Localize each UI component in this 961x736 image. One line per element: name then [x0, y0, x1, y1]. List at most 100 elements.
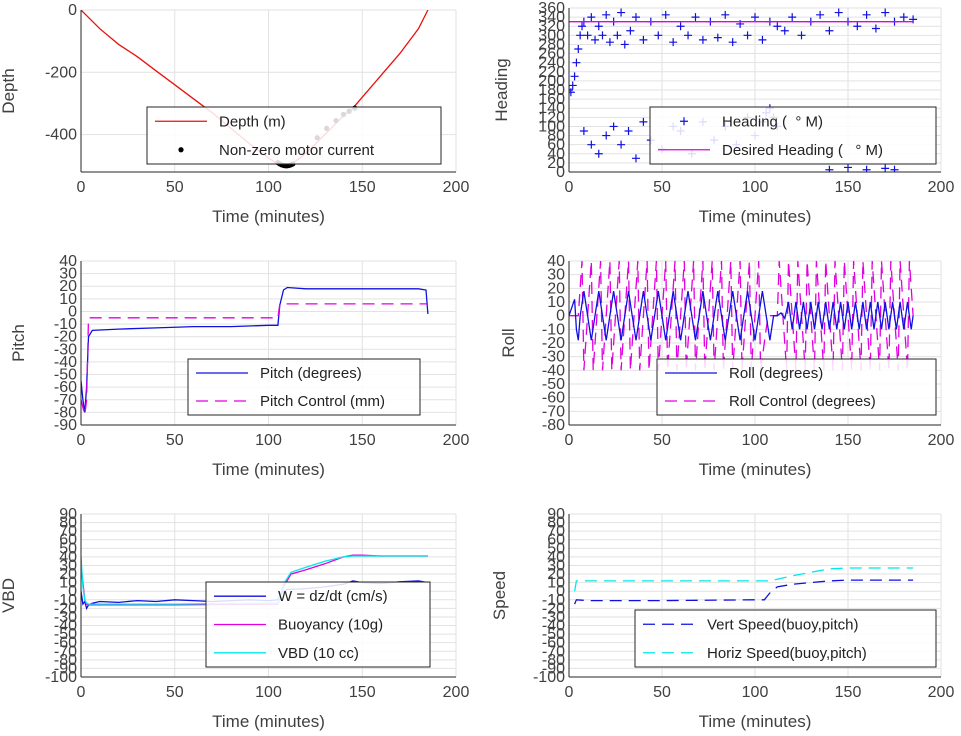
series-roll-control-degrees — [569, 261, 914, 371]
x-tick-label: 0 — [565, 432, 574, 449]
series-heading-m-point — [871, 24, 880, 33]
series-heading-m-point — [825, 165, 834, 172]
x-tick-label: 0 — [77, 179, 86, 196]
series-heading-m-point — [844, 163, 852, 172]
series-group — [81, 286, 429, 416]
x-tick-label: 50 — [653, 684, 671, 701]
legend: Roll (degrees) Roll Control (degrees) — [656, 358, 937, 416]
y-tick-label: 20 — [547, 155, 565, 172]
series-roll-degrees — [569, 291, 914, 341]
y-tick-label: 0 — [68, 303, 77, 320]
y-tick-label: 10 — [547, 294, 565, 311]
y-tick-label: -70 — [542, 643, 565, 660]
y-tick-label: 30 — [547, 267, 565, 284]
y-tick-label: -70 — [542, 403, 565, 420]
series-heading-m-point — [654, 31, 663, 40]
legend-label: Horiz Speed(buoy,pitch) — [707, 645, 867, 662]
series-heading-m-point — [816, 10, 825, 19]
legend-swatch — [680, 117, 688, 126]
series-heading-m-point — [598, 31, 607, 40]
x-tick-label: 100 — [255, 179, 282, 196]
y-axis-label: VBD — [0, 578, 18, 613]
x-tick-label: 200 — [443, 432, 470, 449]
y-tick-label: -100 — [45, 669, 77, 686]
series-heading-m-point — [631, 154, 640, 163]
y-tick-label: -10 — [542, 592, 565, 609]
y-axis-label: Roll — [499, 328, 518, 357]
series-heading-m-point — [797, 31, 806, 40]
y-axis-label: Depth — [0, 68, 18, 113]
series-heading-m-point — [853, 22, 862, 31]
x-tick-label: 50 — [166, 684, 184, 701]
y-tick-label: -10 — [54, 316, 77, 333]
series-heading-m-point — [594, 22, 603, 31]
x-axis-label: Time (minutes) — [699, 460, 812, 479]
series-heading-m-point — [569, 81, 577, 90]
x-axis-label: Time (minutes) — [212, 712, 325, 731]
y-tick-label: 0 — [556, 583, 565, 600]
y-tick-label: 80 — [59, 515, 77, 532]
y-tick-label: -80 — [542, 652, 565, 669]
series-heading-m-point — [639, 35, 648, 44]
x-tick-label: 200 — [443, 684, 470, 701]
x-axis-label: Time (minutes) — [212, 460, 325, 479]
y-tick-label: -20 — [542, 335, 565, 352]
legend-label: Depth (m) — [219, 113, 286, 130]
series-heading-m-point — [587, 13, 596, 22]
series-heading-m-point — [780, 26, 789, 35]
series-heading-m-point — [881, 8, 890, 17]
legend: Pitch (degrees) Pitch Control (mm) — [187, 358, 421, 416]
y-tick-label: 100 — [538, 118, 565, 135]
y-tick-label: 340 — [538, 9, 565, 26]
legend-box — [656, 358, 937, 416]
x-axis-label: Time (minutes) — [212, 207, 325, 226]
legend-label: Roll Control (degrees) — [729, 393, 876, 410]
y-tick-label: 80 — [547, 515, 565, 532]
y-tick-label: 90 — [547, 506, 565, 523]
x-tick-label: 150 — [835, 684, 862, 701]
y-tick-label: 10 — [59, 575, 77, 592]
series-heading-m-point — [579, 127, 588, 135]
y-tick-label: -60 — [542, 390, 565, 407]
legend: Vert Speed(buoy,pitch) Horiz Speed(buoy,p… — [634, 609, 937, 668]
y-tick-label: -60 — [54, 379, 77, 396]
chart-panel-4: 0 50 100 150 200403020100-10-20-30-40-50-60-… — [499, 253, 954, 479]
y-tick-label: -200 — [45, 64, 77, 81]
legend-label: Heading ( ° M) — [722, 113, 823, 130]
y-tick-label: -20 — [54, 329, 77, 346]
series-heading-m-point — [773, 22, 782, 31]
y-tick-label: 20 — [547, 280, 565, 297]
y-tick-label: 30 — [59, 266, 77, 283]
y-axis-label: Speed — [490, 571, 509, 620]
y-tick-label: 300 — [538, 27, 565, 44]
y-tick-label: 320 — [538, 18, 565, 35]
y-tick-label: 70 — [547, 523, 565, 540]
y-tick-label: 160 — [538, 91, 565, 108]
series-heading-m-point — [721, 10, 730, 19]
x-tick-label: 200 — [928, 432, 955, 449]
x-tick-label: 150 — [349, 179, 376, 196]
series-heading-m-point — [609, 122, 618, 131]
x-tick-label: 50 — [166, 179, 184, 196]
y-tick-label: -90 — [542, 660, 565, 677]
series-heading-m-point — [569, 86, 573, 94]
x-tick-label: 150 — [349, 432, 376, 449]
series-heading-m-point — [578, 22, 587, 31]
series-vert-speed-buoy-pitch — [574, 579, 914, 605]
series-heading-m-point — [605, 38, 614, 47]
legend-label: Desired Heading ( ° M) — [722, 142, 883, 159]
x-tick-label: 50 — [166, 432, 184, 449]
series-heading-m-point — [881, 164, 890, 172]
y-tick-label: -30 — [54, 609, 77, 626]
y-tick-label: 0 — [68, 2, 77, 19]
y-tick-label: -50 — [542, 376, 565, 393]
series-heading-m-point — [825, 26, 834, 35]
x-tick-label: 100 — [255, 432, 282, 449]
legend-label: Roll (degrees) — [729, 365, 823, 382]
x-tick-label: 0 — [77, 684, 86, 701]
x-tick-label: 0 — [565, 179, 574, 196]
x-axis-label: Time (minutes) — [699, 207, 812, 226]
y-tick-label: 60 — [59, 532, 77, 549]
x-tick-label: 200 — [443, 179, 470, 196]
